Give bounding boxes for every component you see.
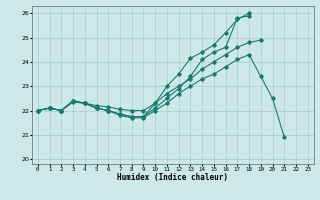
X-axis label: Humidex (Indice chaleur): Humidex (Indice chaleur) bbox=[117, 173, 228, 182]
